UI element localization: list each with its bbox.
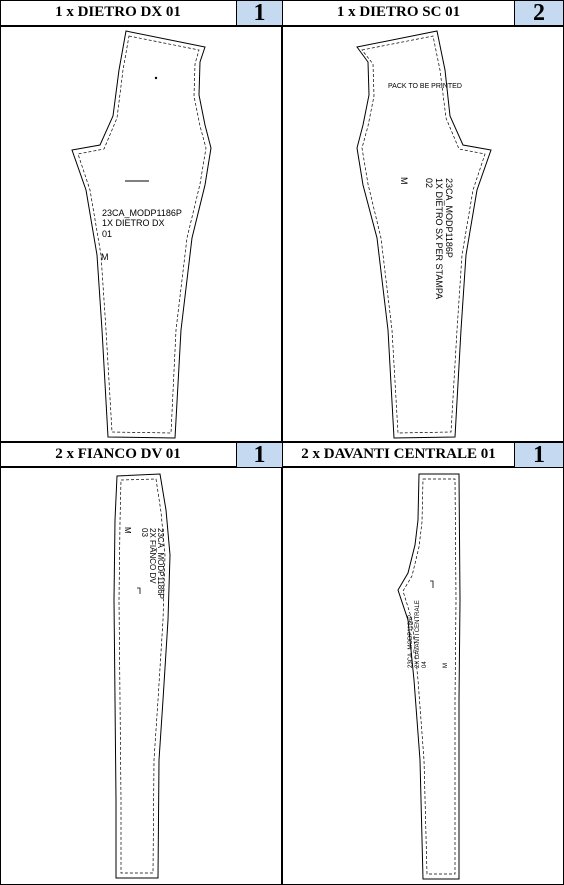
panel-4-seam-line	[402, 478, 457, 875]
panel-4-title: 2 x DAVANTI CENTRALE 01	[301, 446, 496, 462]
panel-2-seam-line	[361, 35, 486, 434]
panel-3-seam-line	[118, 478, 166, 874]
panel-2-header: 1 x DIETRO SC 01	[283, 1, 514, 24]
panel-3-title: 2 x FIANCO DV 01	[55, 446, 181, 462]
panel-4-notch-mark	[430, 580, 434, 588]
panel-3-label-size: M	[123, 527, 132, 534]
panel-3-count: 1	[253, 442, 266, 468]
panel-3-label-model: 23CA_MODP1186P	[156, 528, 165, 599]
panel-2-label-model: 23CA_MODP1186P	[444, 178, 454, 258]
panel-2-title: 1 x DIETRO SC 01	[336, 4, 461, 20]
panel-1-count: 1	[253, 0, 266, 26]
panel-1-header: 1 x DIETRO DX 01	[0, 1, 236, 24]
panel-1-badge: 1	[236, 1, 282, 25]
panel-2-count: 2	[533, 0, 545, 26]
panel-2-badge: 2	[514, 1, 563, 25]
panel-1-label-size: M	[101, 252, 109, 262]
panel-2-cut-line	[356, 30, 492, 439]
panel-4-header: 2 x DAVANTI CENTRALE 01	[283, 443, 514, 466]
panel-4-label-size: M	[443, 663, 449, 668]
panel-1-drill-hole	[154, 76, 158, 80]
panel-4-count: 1	[533, 442, 545, 468]
panel-3-label-number: 03	[140, 528, 149, 537]
panel-3-cut-line	[113, 473, 171, 879]
panel-2-label-piece: 1X DIETRO SX PER STAMPA	[434, 178, 444, 299]
panel-2-label-size: M	[399, 177, 409, 185]
panel-4-cut-line	[397, 473, 461, 880]
panel-2-print-note: PACK TO BE PRINTED	[388, 83, 462, 90]
panel-3-label-piece: 2X FIANCO DV	[148, 528, 157, 584]
panel-1-cut-line	[71, 30, 212, 439]
panel-1-seam-line	[77, 35, 207, 434]
panel-1-title: 1 x DIETRO DX 01	[55, 4, 181, 20]
panel-1-label-model: 23CA_MODP1186P	[102, 208, 182, 218]
panel-3-notch-mark	[137, 587, 141, 594]
panel-2-label-number: 02	[424, 178, 434, 188]
panel-3-header: 2 x FIANCO DV 01	[0, 443, 236, 466]
panel-1-label-number: 01	[102, 229, 112, 239]
panel-4-label-model: 23CA_MODP1186P	[408, 615, 414, 668]
panel-4-badge: 1	[514, 443, 563, 467]
panel-4-label-number: 04	[422, 661, 428, 668]
column-divider	[281, 0, 283, 885]
panel-4-label-piece: 2X DAVANTI CENTRALE	[415, 600, 421, 668]
panel-3-badge: 1	[236, 443, 282, 467]
panel-1-label-piece: 1X DIETRO DX	[102, 218, 165, 228]
